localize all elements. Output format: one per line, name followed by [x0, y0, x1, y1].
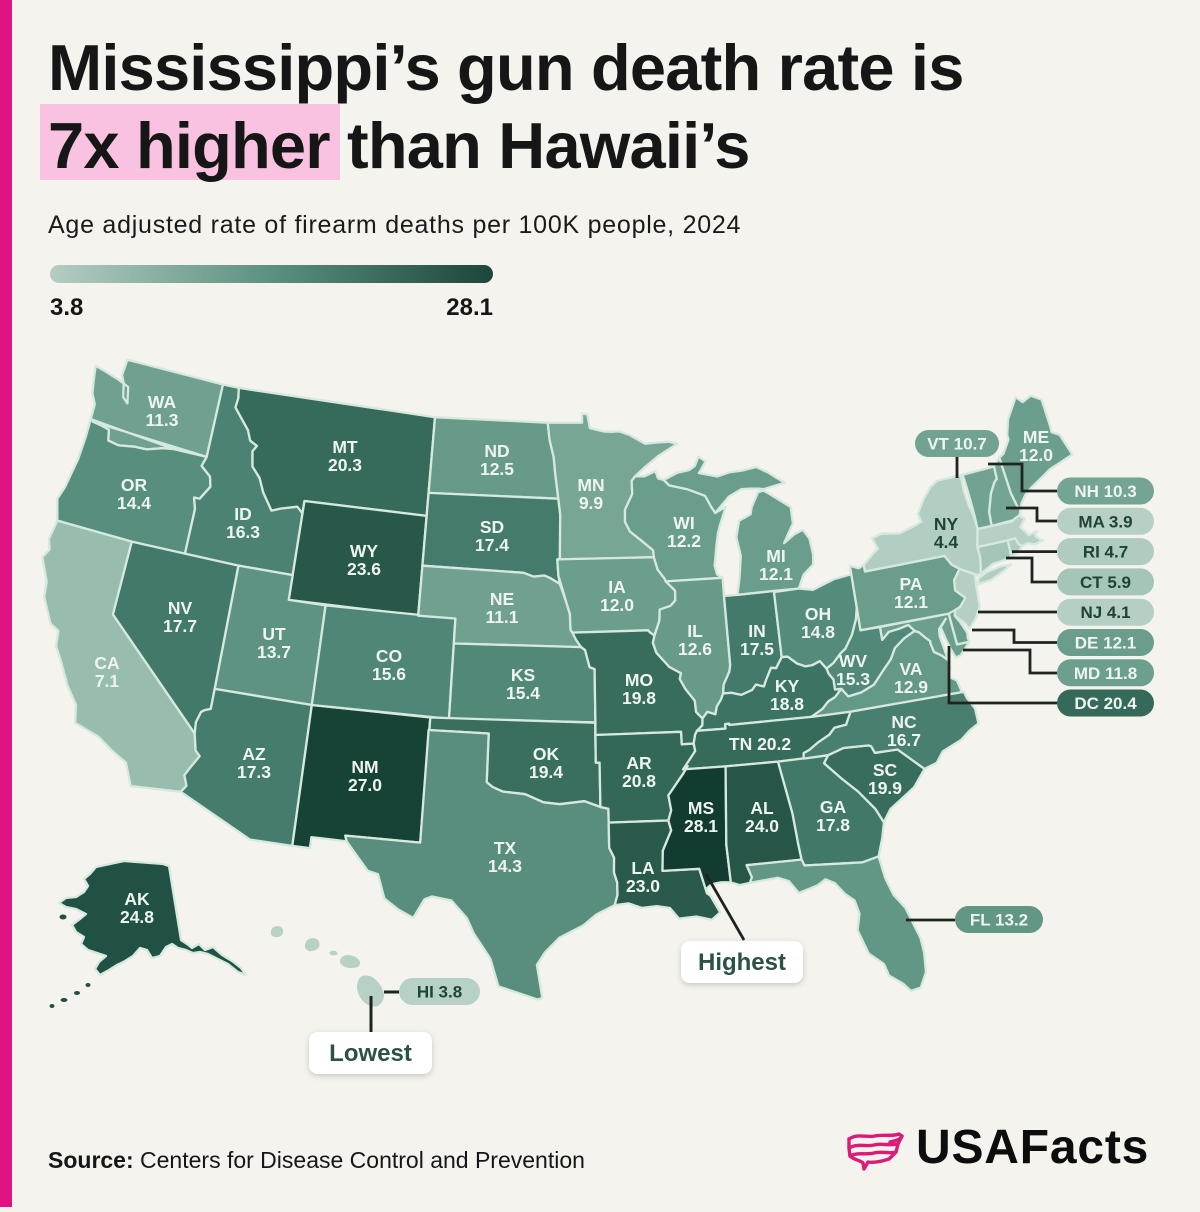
svg-text:MI: MI [766, 546, 785, 566]
svg-text:12.0: 12.0 [1019, 445, 1053, 465]
svg-text:11.3: 11.3 [145, 410, 178, 430]
svg-text:AK: AK [124, 889, 150, 909]
svg-text:20.8: 20.8 [622, 771, 656, 791]
svg-text:OK: OK [533, 744, 560, 764]
svg-text:23.0: 23.0 [626, 876, 660, 896]
svg-text:KS: KS [511, 665, 535, 685]
svg-text:Source: Centers for Disease Co: Source: Centers for Disease Control and … [48, 1147, 585, 1173]
svg-text:AR: AR [626, 753, 652, 773]
svg-text:Mississippi’s gun death rate i: Mississippi’s gun death rate is [48, 31, 964, 104]
svg-text:MN: MN [577, 475, 604, 495]
svg-text:Lowest: Lowest [329, 1040, 412, 1067]
svg-text:24.0: 24.0 [745, 816, 779, 836]
svg-text:SC: SC [873, 760, 898, 780]
svg-text:12.2: 12.2 [667, 531, 701, 551]
svg-text:7.1: 7.1 [95, 671, 120, 691]
svg-text:WA: WA [148, 392, 177, 412]
svg-text:17.3: 17.3 [237, 762, 271, 782]
svg-text:19.8: 19.8 [622, 688, 656, 708]
svg-text:28.1: 28.1 [684, 816, 718, 836]
svg-text:WV: WV [839, 651, 868, 671]
svg-text:4.4: 4.4 [934, 532, 959, 552]
svg-text:12.1: 12.1 [894, 592, 928, 612]
svg-text:NY: NY [934, 514, 959, 534]
svg-text:GA: GA [820, 797, 847, 817]
svg-text:11.1: 11.1 [485, 607, 518, 627]
svg-text:NC: NC [891, 712, 917, 732]
svg-text:HI 3.8: HI 3.8 [417, 983, 462, 1002]
svg-text:17.5: 17.5 [740, 639, 774, 659]
svg-text:Highest: Highest [698, 949, 786, 976]
svg-text:23.6: 23.6 [347, 559, 381, 579]
svg-text:15.6: 15.6 [372, 664, 406, 684]
svg-text:LA: LA [631, 858, 655, 878]
svg-text:17.7: 17.7 [163, 616, 197, 636]
svg-text:DC 20.4: DC 20.4 [1074, 694, 1137, 713]
svg-text:NV: NV [168, 598, 193, 618]
svg-text:OH: OH [805, 604, 831, 624]
svg-text:14.8: 14.8 [801, 622, 835, 642]
svg-text:19.9: 19.9 [868, 778, 902, 798]
svg-text:AZ: AZ [242, 744, 266, 764]
svg-text:9.9: 9.9 [579, 493, 604, 513]
svg-text:MD 11.8: MD 11.8 [1074, 664, 1137, 683]
svg-text:15.4: 15.4 [506, 683, 540, 703]
svg-text:NM: NM [351, 757, 378, 777]
svg-text:SD: SD [480, 517, 504, 537]
svg-text:28.1: 28.1 [446, 294, 493, 321]
svg-text:CO: CO [376, 646, 402, 666]
svg-text:27.0: 27.0 [348, 775, 382, 795]
svg-text:15.3: 15.3 [836, 669, 870, 689]
svg-text:CA: CA [94, 653, 120, 673]
svg-text:16.3: 16.3 [226, 522, 260, 542]
svg-text:VA: VA [899, 659, 922, 679]
svg-text:16.7: 16.7 [887, 730, 921, 750]
svg-text:18.8: 18.8 [770, 694, 804, 714]
svg-text:AL: AL [750, 798, 774, 818]
svg-text:12.5: 12.5 [480, 459, 514, 479]
svg-text:12.6: 12.6 [678, 639, 712, 659]
svg-text:12.1: 12.1 [759, 564, 793, 584]
svg-text:RI 4.7: RI 4.7 [1083, 543, 1128, 562]
svg-text:7x higher than Hawaii’s: 7x higher than Hawaii’s [48, 109, 750, 182]
svg-text:ND: ND [484, 441, 509, 461]
svg-text:PA: PA [899, 574, 922, 594]
svg-text:IL: IL [687, 621, 703, 641]
svg-text:WI: WI [673, 513, 694, 533]
svg-text:17.8: 17.8 [816, 815, 850, 835]
svg-text:UT: UT [262, 624, 286, 644]
svg-text:ID: ID [234, 504, 252, 524]
svg-text:NE: NE [490, 589, 514, 609]
svg-text:WY: WY [350, 541, 379, 561]
svg-text:USAFacts: USAFacts [916, 1121, 1149, 1174]
svg-text:20.3: 20.3 [328, 455, 362, 475]
svg-text:NJ 4.1: NJ 4.1 [1080, 603, 1130, 622]
svg-text:ME: ME [1023, 427, 1049, 447]
svg-text:MT: MT [332, 437, 358, 457]
svg-text:14.3: 14.3 [488, 856, 522, 876]
svg-text:OR: OR [121, 475, 148, 495]
svg-text:TN 20.2: TN 20.2 [729, 734, 792, 754]
svg-text:IN: IN [748, 621, 766, 641]
svg-text:CT 5.9: CT 5.9 [1080, 573, 1131, 592]
svg-text:Age adjusted rate of firearm d: Age adjusted rate of firearm deaths per … [48, 211, 741, 239]
svg-text:12.0: 12.0 [600, 595, 634, 615]
svg-text:DE 12.1: DE 12.1 [1075, 634, 1136, 653]
svg-text:3.8: 3.8 [50, 294, 83, 321]
svg-text:14.4: 14.4 [117, 493, 151, 513]
svg-text:NH 10.3: NH 10.3 [1074, 482, 1136, 501]
svg-text:IA: IA [608, 577, 626, 597]
svg-text:FL 13.2: FL 13.2 [970, 911, 1028, 930]
svg-text:KY: KY [775, 676, 800, 696]
svg-text:VT 10.7: VT 10.7 [927, 435, 987, 454]
svg-text:MA 3.9: MA 3.9 [1078, 512, 1132, 531]
svg-text:24.8: 24.8 [120, 907, 154, 927]
svg-text:13.7: 13.7 [257, 642, 291, 662]
svg-text:19.4: 19.4 [529, 762, 563, 782]
svg-text:TX: TX [494, 838, 517, 858]
svg-text:17.4: 17.4 [475, 535, 509, 555]
svg-text:MS: MS [688, 798, 714, 818]
svg-text:MO: MO [625, 670, 653, 690]
svg-text:12.9: 12.9 [894, 677, 928, 697]
